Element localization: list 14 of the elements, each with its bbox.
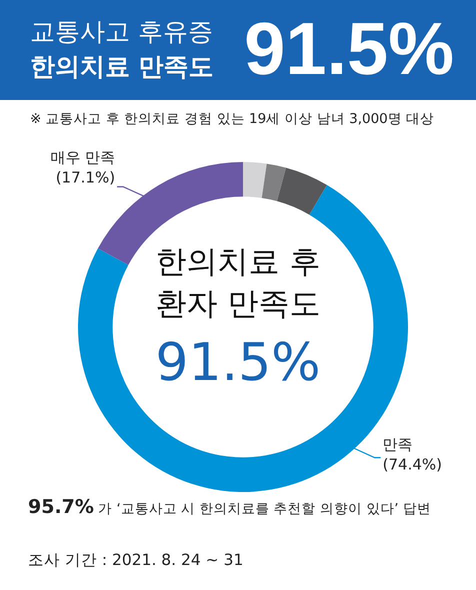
text: 조사 기간 : 2021. 8. 24 ~ 31 [28,550,244,571]
data-label: (74.4%) [382,456,442,474]
data-label: (17.1%) [56,168,116,187]
donut-slice [262,164,286,202]
slice-label: 매우 만족 [50,148,116,167]
chart-title: 교통사고 후유증 한의치료 만족도 [30,16,214,83]
text: 95.7% 가 ‘교통사고 시 한의치료를 추천할 의향이 있다’ 답변 [28,496,431,518]
text: 한의치료 후 환자 만족도 [156,244,320,322]
donut-slice [277,168,327,215]
donut-slice [243,162,267,198]
text: 91.5% [155,333,321,393]
chart-subtitle: ※ 교통사고 후 한의치료 경험 있는 19세 이상 남녀 3,000명 대상 [30,110,434,128]
slice-label: 만족 [382,436,413,454]
text: 91.5% [244,6,454,92]
